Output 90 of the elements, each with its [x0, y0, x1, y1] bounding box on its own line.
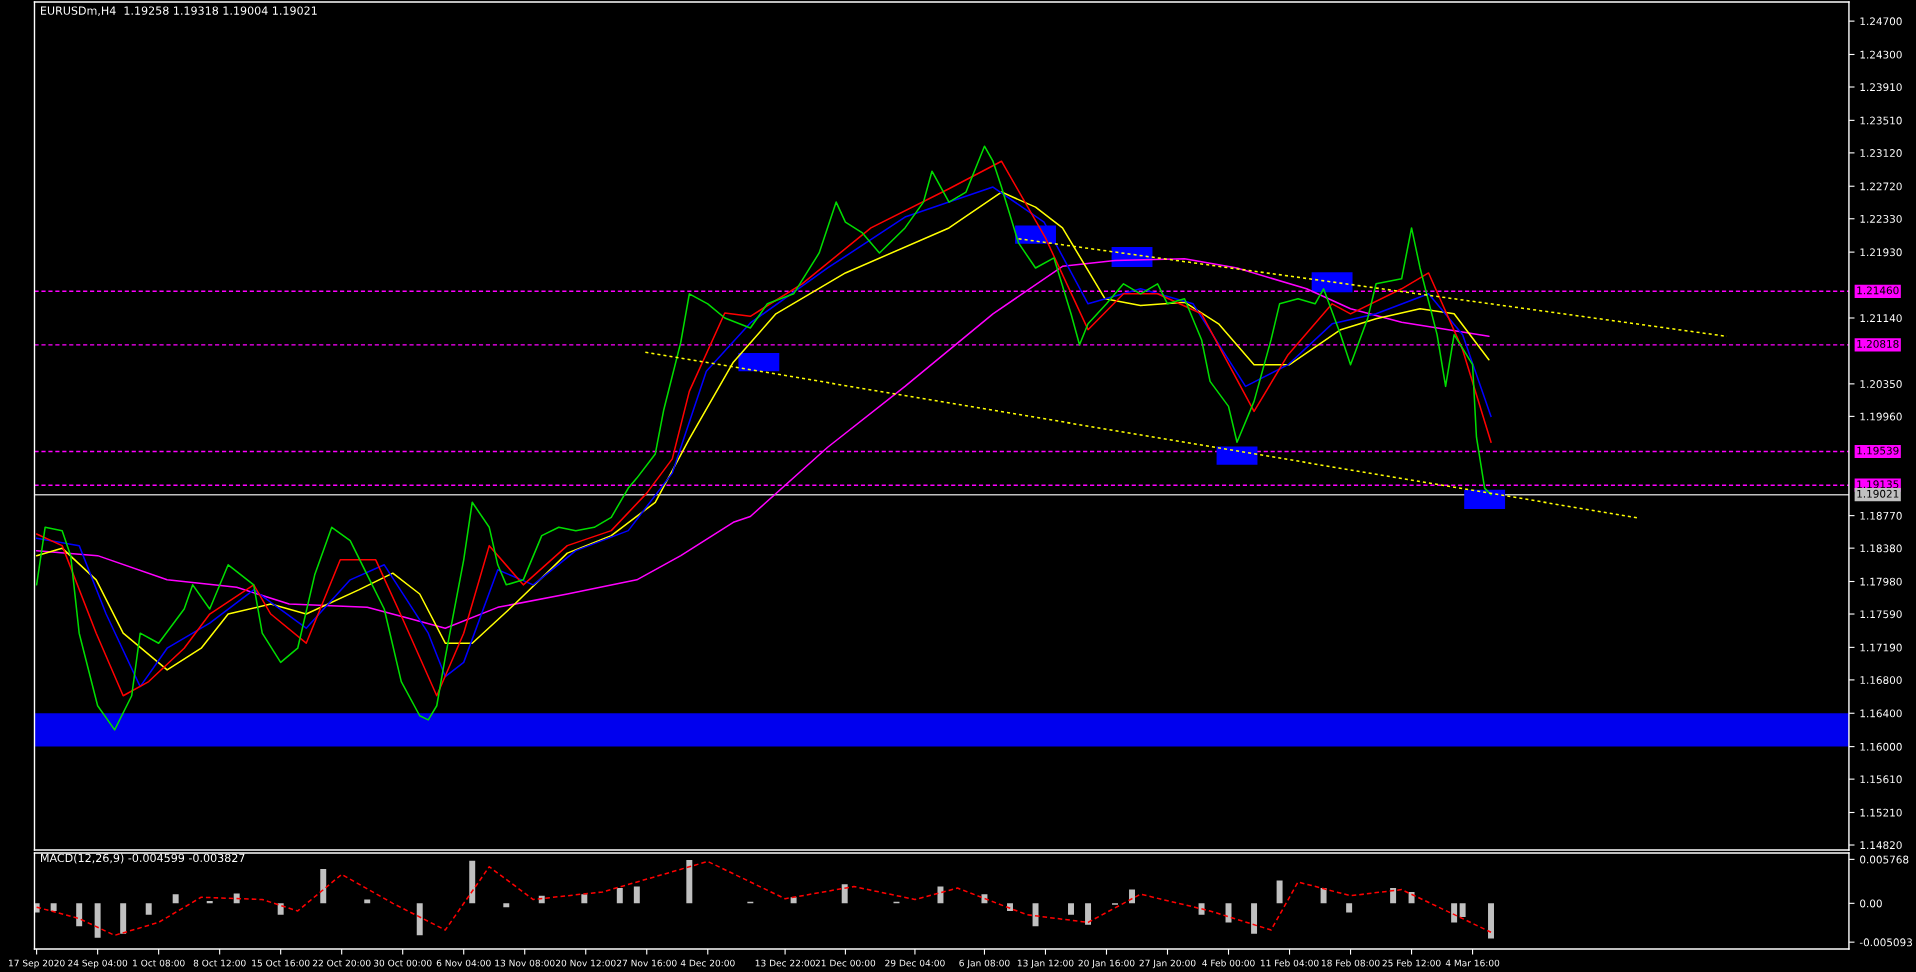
- bar: [1198, 903, 1205, 915]
- bar: [1251, 903, 1258, 934]
- y-tick-label: 1.23910: [1860, 83, 1902, 92]
- x-tick-label: 6 Jan 08:00: [959, 959, 1010, 969]
- x-tick-label: 20 Jan 16:00: [1078, 959, 1135, 969]
- chart-title: EURUSDm,H4 1.19258 1.19318 1.19004 1.19021: [41, 6, 317, 16]
- bar: [1068, 903, 1074, 915]
- x-tick-label: 27 Nov 16:00: [616, 959, 677, 967]
- chart-title: MACD(12,26,9) -0.004599 -0.003827: [41, 853, 245, 864]
- bar: [277, 903, 284, 915]
- ref-line-label: 1.19021: [1857, 489, 1899, 498]
- x-tick-label: 1 Oct 08:00: [133, 959, 185, 967]
- x-tick-label: 20 Nov 12:00: [555, 959, 616, 967]
- bar: [581, 894, 588, 904]
- y-tick-label: 1.22330: [1860, 214, 1902, 223]
- y-tick-label: 1.22720: [1860, 182, 1902, 191]
- y-tick-label: 1.17590: [1860, 610, 1902, 619]
- x-tick-label: 13 Jan 12:00: [1017, 959, 1074, 969]
- x-tick-label: 4 Mar 16:00: [1445, 959, 1500, 967]
- x-tick-label: 4 Dec 20:00: [680, 959, 735, 967]
- ref-line-label: 1.20818: [1857, 339, 1899, 348]
- bar: [1464, 489, 1506, 509]
- bar: [616, 888, 623, 904]
- y-tick-label: 1.17980: [1860, 577, 1902, 586]
- bar: [841, 884, 848, 904]
- x-tick-label: 6 Nov 04:00: [436, 959, 491, 967]
- x-tick-label: 22 Oct 20:00: [312, 959, 371, 967]
- bar: [937, 886, 944, 904]
- x-tick-label: 18 Feb 08:00: [1321, 959, 1380, 967]
- bar: [120, 903, 127, 934]
- x-tick-label: 11 Feb 04:00: [1260, 959, 1319, 967]
- bar: [1390, 888, 1397, 904]
- ref-line-label: 1.19539: [1857, 446, 1899, 455]
- bar: [76, 903, 83, 927]
- y-tick-label: 1.21140: [1860, 314, 1902, 323]
- bar: [50, 903, 57, 911]
- bar: [1032, 903, 1039, 927]
- x-tick-label: 17 Sep 2020: [9, 959, 65, 969]
- bar: [172, 894, 179, 904]
- y-tick-label: 1.24300: [1860, 50, 1902, 59]
- x-tick-label: 21 Dec 00:00: [815, 959, 876, 967]
- y-tick-label: 1.23120: [1860, 149, 1902, 157]
- bar: [416, 903, 423, 936]
- y-tick-label: 1.23510: [1860, 116, 1902, 125]
- y-tick-label: 1.16400: [1860, 709, 1902, 718]
- y-tick-label: 1.18770: [1860, 511, 1902, 520]
- y-tick-label: 1.20350: [1860, 380, 1902, 388]
- bar: [503, 903, 510, 908]
- bar: [1488, 903, 1494, 939]
- x-tick-label: 4 Feb 00:00: [1202, 959, 1255, 967]
- bar: [633, 886, 640, 904]
- bar: [469, 860, 476, 904]
- x-tick-label: 8 Oct 12:00: [193, 959, 246, 967]
- x-tick-label: 29 Dec 04:00: [885, 959, 945, 967]
- bar: [738, 353, 780, 372]
- x-tick-label: 25 Feb 12:00: [1382, 959, 1441, 967]
- bar: [1216, 446, 1258, 465]
- bar: [1346, 903, 1353, 913]
- bar: [1320, 888, 1327, 904]
- bar: [233, 893, 240, 904]
- x-tick-label: 15 Oct 16:00: [252, 959, 310, 967]
- ref-line-label: 1.21460: [1857, 286, 1899, 295]
- x-tick-label: 13 Nov 08:00: [495, 959, 555, 967]
- bar: [1276, 880, 1283, 904]
- bar: [145, 903, 152, 915]
- y-tick-label: 1.16000: [1860, 742, 1902, 751]
- bar: [686, 859, 693, 904]
- y-tick-label: 1.14820: [1860, 841, 1902, 850]
- x-tick-label: 27 Jan 20:00: [1139, 959, 1196, 969]
- y-tick-label: 1.18380: [1860, 544, 1902, 553]
- ref-line-label: 1.19135: [1857, 480, 1899, 489]
- bar: [94, 903, 101, 938]
- x-tick-label: 30 Oct 00:00: [373, 959, 432, 967]
- bar: [1085, 903, 1092, 925]
- y-tick-label: 1.15210: [1860, 808, 1902, 817]
- y-tick-label: 1.16800: [1860, 676, 1902, 685]
- bar: [1459, 903, 1466, 918]
- y-tick-label: 0.00: [1860, 899, 1882, 908]
- y-tick-label: -0.005093: [1859, 938, 1912, 947]
- bar: [1451, 903, 1458, 923]
- y-tick-label: 1.19960: [1860, 412, 1902, 421]
- y-tick-label: 1.17190: [1860, 643, 1902, 652]
- bar: [320, 869, 327, 904]
- bar: [1311, 272, 1353, 293]
- y-tick-label: 1.21930: [1860, 248, 1902, 257]
- x-tick-label: 13 Dec 22:00: [755, 959, 815, 967]
- y-tick-label: 1.24700: [1860, 17, 1902, 26]
- y-tick-label: 0.005768: [1860, 855, 1909, 864]
- y-tick-label: 1.15610: [1860, 775, 1902, 784]
- x-tick-label: 24 Sep 04:00: [68, 959, 128, 969]
